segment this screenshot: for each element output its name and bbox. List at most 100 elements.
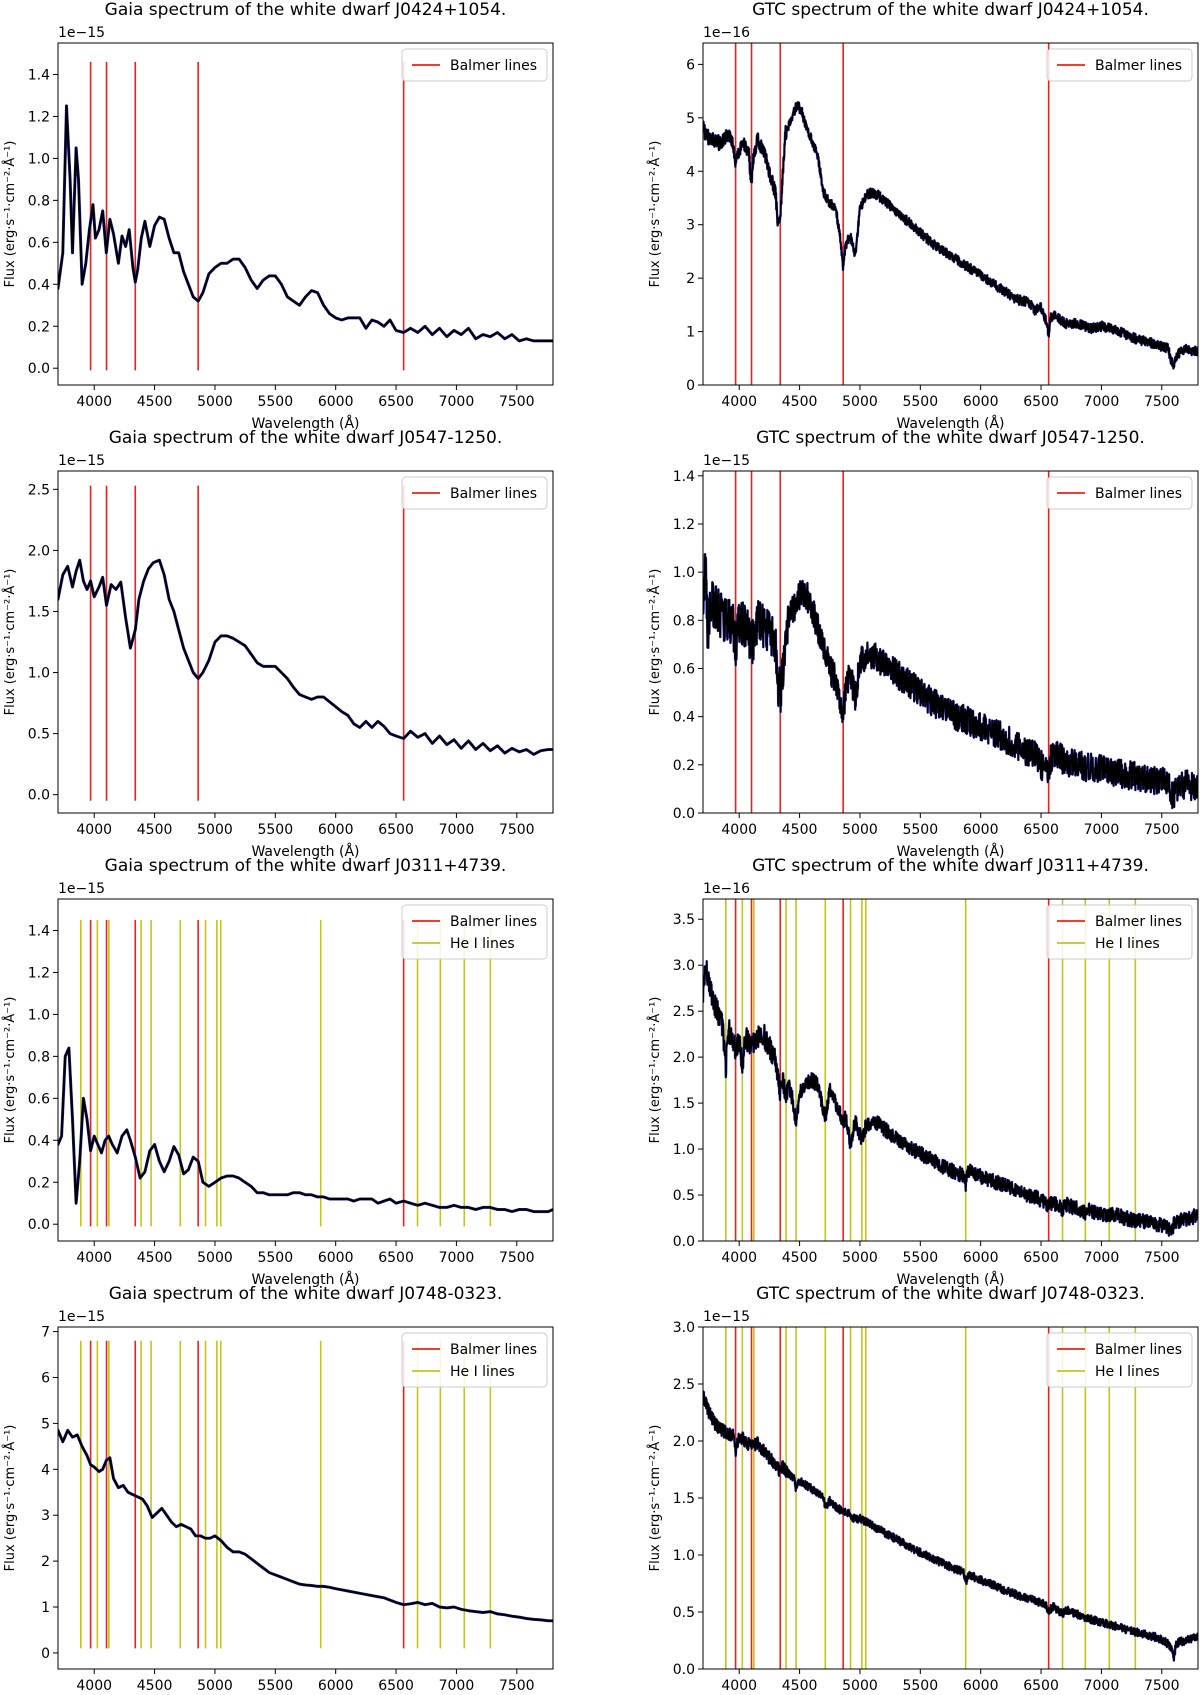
axes-frame — [57, 470, 554, 814]
legend-box — [401, 1332, 548, 1388]
y-tick-label: 0.6 — [28, 235, 50, 251]
plot-area — [58, 485, 553, 801]
legend-box — [1046, 1332, 1193, 1388]
legend-balmer-label: Balmer lines — [1095, 1342, 1182, 1358]
x-tick-label: 7500 — [499, 1250, 535, 1266]
spectrum-line — [703, 553, 1198, 809]
legend: Balmer lines — [401, 476, 548, 510]
plot-area — [703, 1327, 1198, 1669]
x-tick-label: 5500 — [902, 822, 938, 838]
y-axis-label: Flux (erg·s⁻¹·cm⁻²·Å⁻¹) — [2, 1425, 18, 1572]
x-tick-label: 7500 — [499, 822, 535, 838]
y-tick-label: 1.4 — [28, 67, 50, 83]
x-tick-label: 4500 — [137, 394, 173, 410]
x-tick-label: 6500 — [1023, 394, 1059, 410]
panel-gtc-j0311: GTC spectrum of the white dwarf J0311+47… — [647, 856, 1199, 1288]
x-tick-label: 4500 — [782, 822, 818, 838]
x-tick-label: 6000 — [318, 822, 354, 838]
legend-balmer-label: Balmer lines — [450, 1342, 537, 1358]
spectrum-uncertainty — [58, 1046, 553, 1214]
y-tick-label: 0.4 — [28, 1133, 50, 1149]
x-tick-label: 7000 — [439, 1250, 475, 1266]
x-tick-label: 4000 — [76, 822, 112, 838]
y-axis-label: Flux (erg·s⁻¹·cm⁻²·Å⁻¹) — [2, 997, 18, 1144]
x-tick-label: 7000 — [1084, 1678, 1120, 1694]
y-tick-label: 3.0 — [673, 1320, 695, 1336]
x-tick-label: 4500 — [137, 1678, 173, 1694]
legend-balmer-label: Balmer lines — [1095, 486, 1182, 502]
legend-box — [401, 476, 548, 510]
x-axis-label: Wavelength (Å) — [896, 843, 1004, 860]
chart-title: GTC spectrum of the white dwarf J0748-03… — [756, 1284, 1145, 1304]
x-tick-label: 7500 — [1144, 1250, 1180, 1266]
x-tick-label: 7500 — [1144, 822, 1180, 838]
y-tick-label: 0 — [41, 1646, 50, 1662]
x-tick-label: 7000 — [1084, 1250, 1120, 1266]
chart-title: Gaia spectrum of the white dwarf J0748-0… — [109, 1284, 503, 1304]
spectrum-uncertainty — [703, 1390, 1198, 1662]
y-axis-label: Flux (erg·s⁻¹·cm⁻²·Å⁻¹) — [647, 141, 663, 288]
y-tick-label: 3.0 — [673, 958, 695, 974]
spectrum-uncertainty — [58, 1428, 553, 1623]
x-tick-label: 7500 — [499, 1678, 535, 1694]
plot-area — [703, 43, 1198, 385]
chart-title: Gaia spectrum of the white dwarf J0547-1… — [109, 428, 503, 448]
x-tick-label: 6500 — [378, 822, 414, 838]
x-tick-label: 4000 — [721, 1678, 757, 1694]
legend: Balmer lines — [1046, 48, 1193, 82]
legend-he-label: He I lines — [1095, 936, 1160, 952]
chart-title: GTC spectrum of the white dwarf J0424+10… — [752, 0, 1149, 20]
spectrum-uncertainty — [58, 104, 553, 343]
x-tick-label: 6000 — [963, 1250, 999, 1266]
plot-area — [58, 919, 553, 1227]
legend-balmer-label: Balmer lines — [450, 486, 537, 502]
panel-gtc-j0547: GTC spectrum of the white dwarf J0547-12… — [647, 428, 1199, 860]
x-tick-label: 4500 — [137, 1250, 173, 1266]
x-tick-label: 4000 — [721, 1250, 757, 1266]
legend-box — [401, 904, 548, 960]
y-axis-label: Flux (erg·s⁻¹·cm⁻²·Å⁻¹) — [647, 569, 663, 716]
y-tick-label: 0.5 — [673, 1188, 695, 1204]
x-tick-label: 5500 — [902, 394, 938, 410]
x-tick-label: 6500 — [378, 1250, 414, 1266]
axes-frame — [57, 1326, 554, 1670]
x-tick-label: 7000 — [439, 394, 475, 410]
y-tick-label: 0.6 — [673, 661, 695, 677]
legend-he-label: He I lines — [1095, 1364, 1160, 1380]
panel-gtc-j0424: GTC spectrum of the white dwarf J0424+10… — [647, 0, 1199, 432]
y-tick-label: 1.5 — [673, 1096, 695, 1112]
y-tick-label: 0.0 — [673, 1662, 695, 1678]
y-tick-label: 1 — [686, 325, 695, 341]
y-tick-label: 1.2 — [28, 965, 50, 981]
y-tick-label: 1.0 — [28, 1007, 50, 1023]
axes-frame — [702, 898, 1199, 1242]
x-tick-label: 6000 — [318, 1250, 354, 1266]
y-tick-label: 1.2 — [673, 517, 695, 533]
y-tick-label: 1.4 — [28, 923, 50, 939]
spectrum-line — [703, 101, 1198, 370]
axis-exponent-label: 1e−15 — [58, 1309, 105, 1325]
y-tick-label: 2.0 — [673, 1050, 695, 1066]
x-tick-label: 5000 — [197, 1678, 233, 1694]
x-tick-label: 4000 — [721, 394, 757, 410]
y-tick-label: 3.5 — [673, 912, 695, 928]
axis-exponent-label: 1e−15 — [703, 1309, 750, 1325]
y-tick-label: 0.4 — [673, 710, 695, 726]
y-tick-label: 1.0 — [673, 565, 695, 581]
x-tick-label: 7000 — [1084, 394, 1120, 410]
y-tick-label: 3 — [686, 218, 695, 234]
x-axis-label: Wavelength (Å) — [896, 1271, 1004, 1288]
panel-gaia-j0547: Gaia spectrum of the white dwarf J0547-1… — [2, 428, 554, 860]
x-tick-label: 7000 — [439, 1678, 475, 1694]
plot-area — [58, 61, 553, 371]
x-tick-label: 7000 — [439, 822, 475, 838]
legend-box — [1046, 476, 1193, 510]
x-tick-label: 7500 — [1144, 394, 1180, 410]
axes-frame — [57, 42, 554, 386]
y-tick-label: 4 — [686, 164, 695, 180]
y-tick-label: 1.0 — [28, 666, 50, 682]
x-tick-label: 6500 — [1023, 1250, 1059, 1266]
chart-title: GTC spectrum of the white dwarf J0547-12… — [756, 428, 1145, 448]
axis-exponent-label: 1e−15 — [703, 453, 750, 469]
x-tick-label: 5000 — [842, 394, 878, 410]
